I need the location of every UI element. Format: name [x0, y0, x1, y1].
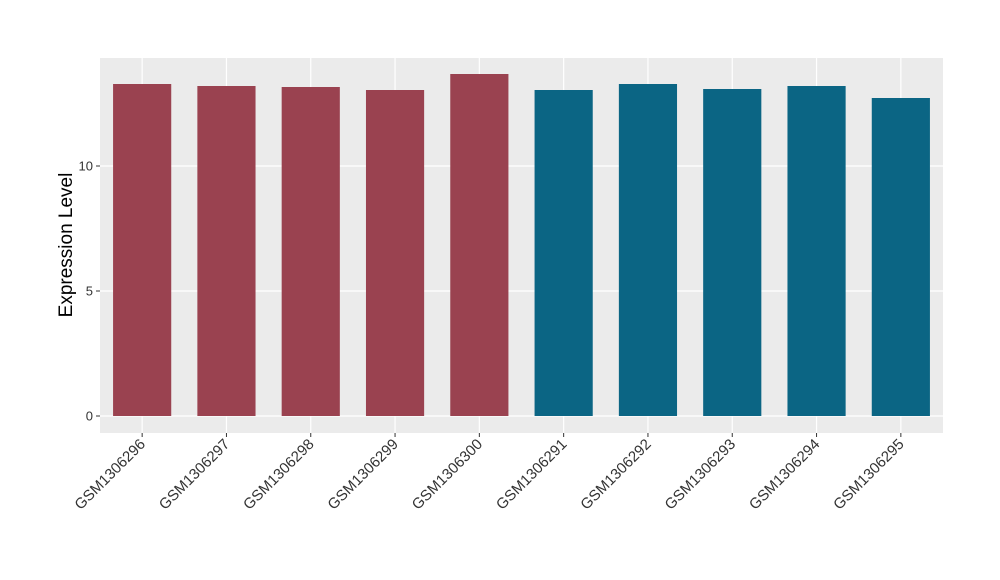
x-tick-label: GSM1306298 [240, 436, 317, 513]
bar [197, 86, 256, 416]
y-tick-label: 0 [86, 409, 93, 424]
x-tick-label: GSM1306293 [662, 436, 739, 513]
y-tick-label: 10 [79, 159, 93, 174]
x-tick-label: GSM1306295 [830, 436, 907, 513]
bar [618, 84, 678, 416]
x-tick-label: GSM1306292 [577, 436, 654, 513]
bar [534, 90, 593, 416]
bar [871, 98, 930, 416]
y-tick-label: 5 [86, 284, 93, 299]
bar [703, 89, 762, 416]
x-tick-label: GSM1306297 [156, 436, 233, 513]
x-tick-label: GSM1306291 [493, 436, 570, 513]
x-tick-label: GSM1306300 [409, 436, 486, 513]
bar [450, 74, 509, 416]
bar [365, 90, 425, 416]
x-tick-label: GSM1306299 [324, 436, 401, 513]
bar [281, 87, 340, 416]
y-axis-title: Expression Level [56, 173, 77, 318]
bar [787, 86, 846, 416]
x-tick-label: GSM1306294 [746, 436, 823, 513]
bar [113, 84, 172, 416]
x-tick-label: GSM1306296 [71, 436, 148, 513]
